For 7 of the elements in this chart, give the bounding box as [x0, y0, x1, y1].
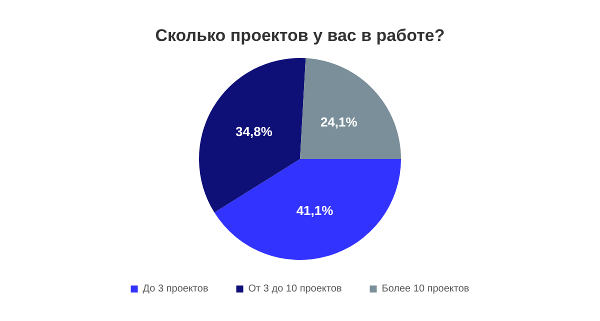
data-label: 41,1% — [296, 202, 334, 218]
chart-title: Сколько проектов у вас в работе? — [155, 26, 445, 45]
legend-label: До 3 проектов — [142, 284, 208, 294]
data-label: 24,1% — [320, 114, 358, 130]
legend-label: Более 10 проектов — [382, 284, 470, 294]
data-label: 34,8% — [236, 124, 273, 140]
legend-label: От 3 до 10 проектов — [248, 284, 342, 294]
